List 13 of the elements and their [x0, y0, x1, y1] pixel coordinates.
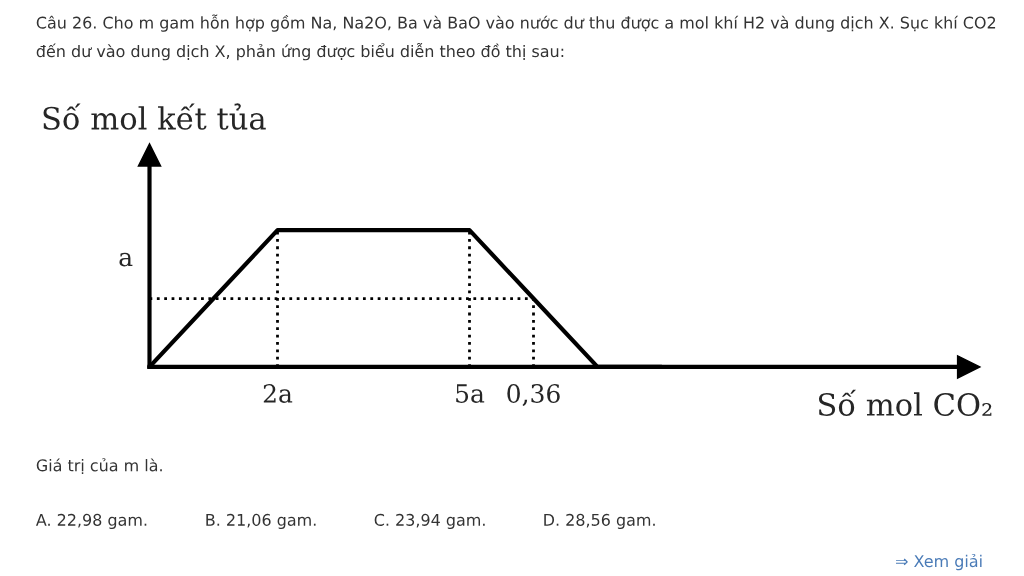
x-tick-label: 2a [263, 384, 293, 403]
y-axis-title: Số mol kết tủa [43, 103, 266, 130]
text: Giá trị của m là. [36, 458, 162, 475]
text: A. 22,98 gam. [35, 513, 147, 530]
x-axis-title: Số mol CO₂ [818, 389, 992, 416]
text: ⇒ Xem giải [896, 553, 982, 571]
text: D. 28,56 gam. [544, 513, 655, 530]
text: C. 23,94 gam. [374, 513, 485, 530]
chart-title: Câu 26. Cho m gam hỗn hợp gồm Na, Na2O, Ba và BaO vào nước dư thu được a mol khí H2 và dung dịch X. Sục khí CO2 đến dư vào dung dịch X, phản ứng được biểu diễn theo đồ thị sau: [36, 14, 996, 61]
text: B. 21,06 gam. [206, 513, 316, 530]
text: a [119, 252, 133, 267]
x-tick-label: 5a [456, 384, 485, 403]
x-tick-label: 0,36 [507, 384, 560, 406]
